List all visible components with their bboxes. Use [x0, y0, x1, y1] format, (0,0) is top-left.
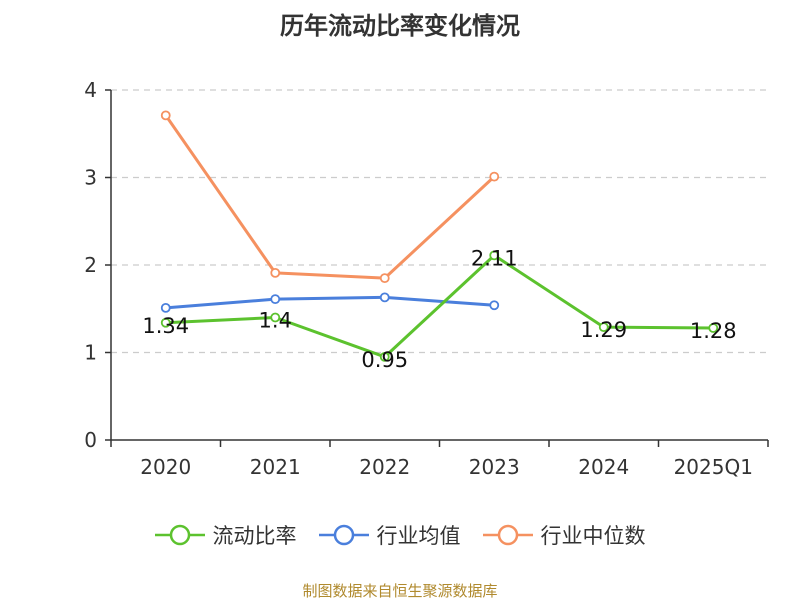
x-tick-label: 2021 [250, 455, 301, 479]
series-line [165, 295, 495, 310]
data-label: 0.95 [361, 348, 408, 372]
y-tick-label: 0 [84, 428, 97, 452]
data-point [160, 110, 171, 121]
data-point [160, 317, 171, 328]
data-point [379, 351, 390, 362]
y-tick-label: 2 [84, 253, 97, 277]
legend-marker-icon [482, 524, 533, 546]
legend-item-1[interactable]: 行业均值 [318, 520, 461, 550]
legend: 流动比率 行业均值 行业中位数 [0, 520, 800, 550]
legend-marker-icon [318, 524, 369, 546]
y-tick-label: 3 [84, 166, 97, 190]
data-point [379, 273, 390, 284]
legend-label: 行业均值 [376, 524, 461, 548]
data-point [270, 312, 281, 323]
y-tick-label: 1 [84, 341, 97, 365]
data-point [160, 302, 171, 313]
source-note: 制图数据来自恒生聚源数据库 [302, 582, 498, 600]
legend-item-0[interactable]: 流动比率 [154, 520, 297, 550]
series-line [164, 114, 496, 280]
x-tick-label: 2020 [140, 455, 191, 479]
x-tick-label: 2023 [469, 455, 520, 479]
data-label: 1.29 [580, 318, 627, 342]
data-point [708, 323, 719, 333]
chart-title: 历年流动比率变化情况 [280, 12, 520, 40]
data-point [270, 294, 281, 305]
legend-label: 行业中位数 [540, 524, 646, 548]
series-line [165, 253, 714, 359]
data-point [489, 300, 500, 311]
legend-marker-icon [154, 524, 205, 546]
data-point [598, 322, 609, 333]
data-point [379, 292, 390, 303]
x-tick-label: 2024 [578, 455, 629, 479]
data-label: 2.11 [471, 246, 518, 270]
data-point [489, 171, 500, 182]
data-label: 1.34 [142, 314, 189, 338]
x-tick-label: 2025Q1 [674, 455, 753, 479]
legend-label: 流动比率 [212, 524, 297, 548]
data-label: 1.4 [259, 309, 292, 333]
y-tick-label: 4 [84, 78, 97, 102]
data-point [270, 267, 281, 278]
data-point [489, 250, 500, 261]
legend-item-2[interactable]: 行业中位数 [482, 520, 646, 550]
data-label: 1.28 [690, 319, 737, 343]
x-tick-label: 2022 [359, 455, 410, 479]
